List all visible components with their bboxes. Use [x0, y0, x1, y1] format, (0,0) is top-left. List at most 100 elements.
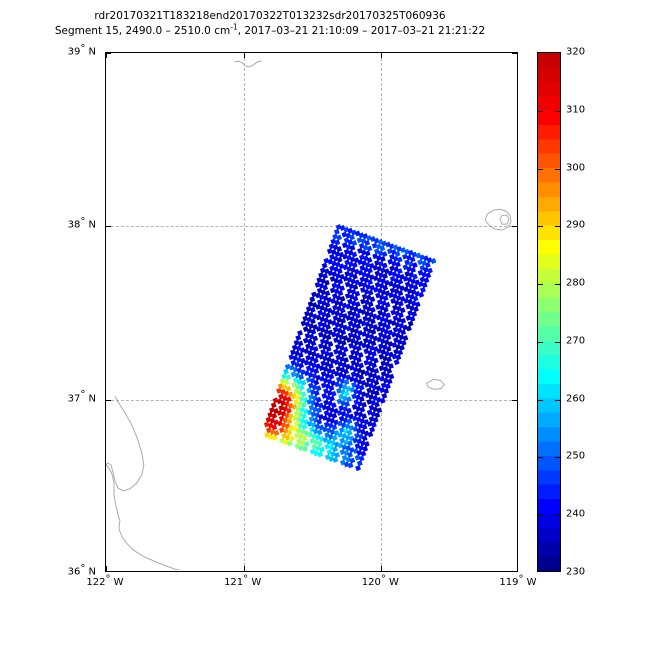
swath-footprint: [329, 407, 335, 414]
x-axis-tick: [106, 566, 107, 571]
swath-footprint: [382, 273, 388, 280]
colorbar-group[interactable]: 230 240 250 260 270 280 290 300 310 320: [537, 47, 585, 578]
swath-footprint: [369, 318, 376, 325]
swath-footprint: [330, 260, 337, 267]
swath-footprint: [344, 412, 351, 419]
swath-footprint: [306, 420, 313, 427]
swath-footprint: [334, 343, 341, 350]
swath-footprint: [406, 266, 413, 273]
swath-footprint: [318, 343, 324, 350]
swath-footprint: [288, 435, 295, 442]
swath-footprint: [333, 277, 340, 284]
swath-footprint: [298, 362, 304, 369]
swath-footprint: [324, 290, 331, 297]
swath-footprint: [298, 374, 305, 380]
swath-footprint: [281, 373, 288, 380]
swath-footprint: [353, 410, 360, 417]
swath-footprint: [361, 413, 368, 420]
swath-footprint: [356, 460, 363, 467]
swath-footprint: [286, 440, 293, 447]
swath-footprint: [390, 309, 397, 316]
swath-footprint: [314, 352, 321, 359]
swath-footprint: [311, 384, 318, 391]
swath-footprint: [306, 398, 313, 405]
swath-footprint: [384, 372, 391, 379]
swath-footprint: [325, 345, 332, 352]
x-axis-tick: [381, 566, 383, 571]
swath-footprint: [404, 270, 411, 277]
colorbar-tick-label: 290: [566, 219, 586, 231]
swath-footprint: [278, 405, 285, 411]
swath-footprint: [336, 317, 343, 323]
swath-footprint: [372, 406, 379, 413]
swath-footprint: [354, 290, 361, 297]
swath-footprint: [324, 443, 331, 450]
y-axis-tick: [106, 399, 111, 401]
swath-footprint: [329, 358, 336, 365]
swath-footprint: [362, 315, 369, 322]
swath-footprint: [371, 242, 378, 249]
swath-footprint: [318, 272, 325, 279]
swath-footprint: [328, 456, 335, 462]
swath-footprint: [336, 268, 343, 275]
swath-footprint: [299, 369, 306, 376]
subtitle-prefix: Segment 15, 2490.0 – 2510.0 cm: [54, 25, 231, 37]
swath-footprint: [303, 430, 310, 437]
swath-footprint: [354, 312, 361, 319]
swath-footprint: [373, 237, 380, 244]
map-axes[interactable]: [105, 52, 518, 572]
swath-footprint: [290, 349, 296, 356]
swath-footprint: [315, 385, 322, 392]
swath-footprint: [336, 246, 343, 253]
swath-footprint: [349, 457, 356, 464]
swath-footprint: [322, 377, 329, 384]
swath-footprint: [379, 338, 386, 345]
swath-footprint: [351, 415, 358, 422]
swath-footprint: [377, 321, 384, 328]
swath-footprint: [347, 332, 354, 339]
swath-footprint: [412, 306, 419, 313]
swath-footprint: [326, 319, 333, 325]
swath-footprint: [397, 312, 404, 319]
swath-footprint: [400, 317, 407, 324]
swath-footprint: [328, 373, 335, 380]
swath-footprint: [316, 418, 323, 425]
swath-footprint: [372, 357, 379, 364]
swath-footprint: [399, 285, 406, 292]
swath-footprint: [311, 291, 317, 298]
swath-footprint: [324, 312, 331, 319]
x-axis-tick-label: 122° W: [86, 573, 124, 588]
swath-footprint: [355, 345, 362, 352]
swath-footprint: [343, 248, 350, 255]
subtitle-suffix: , 2017–03–21 21:10:09 – 2017–03–21 21:21…: [237, 25, 486, 37]
figure-title: rdr20170321T183218end20170322T013232sdr2…: [94, 10, 446, 22]
swath-footprint: [277, 383, 284, 389]
swath-footprint: [331, 412, 338, 419]
swath-footprint: [378, 343, 384, 350]
y-axis-tick: [512, 399, 517, 401]
swath-footprint: [410, 300, 417, 307]
swath-footprint: [337, 278, 344, 285]
y-axis-tick-label: 39° N: [67, 43, 96, 58]
swath-footprint: [405, 325, 412, 332]
swath-footprint: [339, 295, 346, 302]
colorbar-tick: [555, 168, 560, 170]
swath-footprint: [411, 251, 418, 258]
swath-footprint: [308, 394, 314, 400]
swath-footprint: [339, 285, 345, 292]
swath-footprint: [379, 245, 386, 252]
swath-footprint: [316, 407, 323, 414]
swath-footprint: [361, 401, 367, 408]
swath-footprint: [383, 279, 390, 286]
swath-footprint: [364, 381, 370, 388]
swath-footprint: [384, 383, 391, 390]
swath-footprint: [308, 416, 315, 422]
swath-footprint: [322, 306, 329, 313]
swath-footprint: [286, 418, 293, 425]
swath-footprint: [366, 420, 373, 427]
colorbar-tick-label: 230: [566, 566, 586, 578]
colorbar[interactable]: [537, 52, 561, 572]
swath-footprint: [370, 421, 377, 428]
swath-footprint: [327, 433, 334, 440]
swath-footprint: [353, 317, 359, 324]
